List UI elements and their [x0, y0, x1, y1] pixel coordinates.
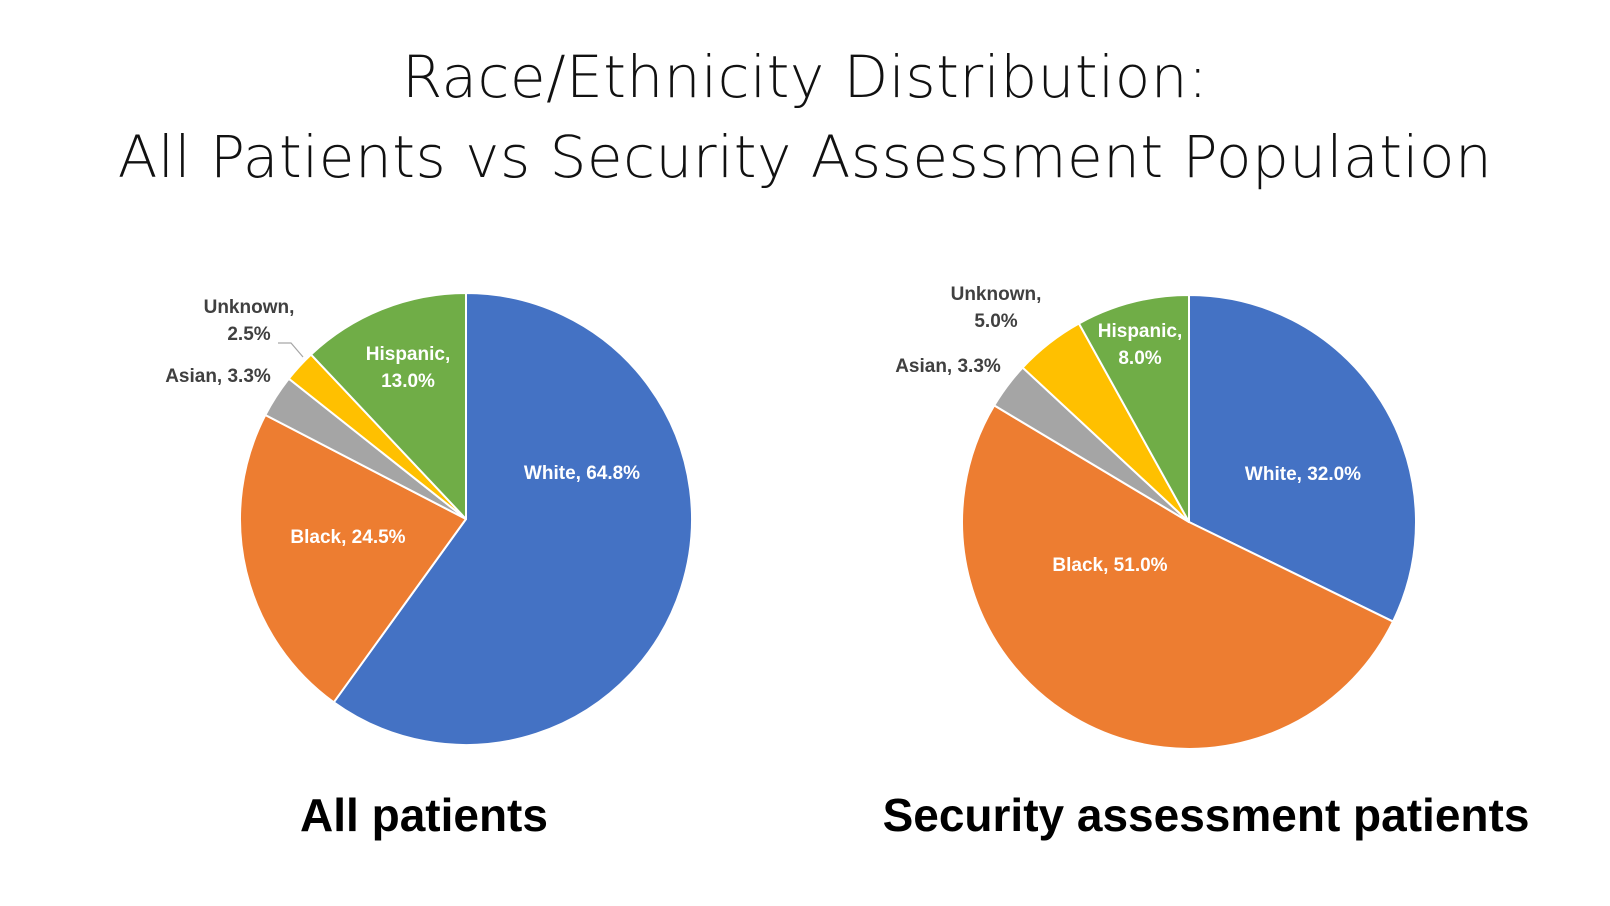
pie-chart-security-assessment-patients: White, 32.0% Black, 51.0% Asian, 3.3% Unkno… [895, 284, 1417, 750]
chart-title-line-1: Race/Ethnicity Distribution: [401, 43, 1209, 111]
pie-slice-black [961, 404, 1395, 750]
data-label-line: Hispanic, [366, 344, 450, 365]
data-label-line: Black, 24.5% [290, 527, 405, 548]
leader-line-unknown [278, 342, 304, 358]
data-label-line: Unknown, [951, 284, 1042, 305]
data-label-hispanic: Hispanic, 8.0% [1098, 321, 1182, 369]
data-label-asian: Asian, 3.3% [165, 366, 271, 387]
data-label-black: Black, 51.0% [1052, 555, 1167, 576]
data-label-hispanic: Hispanic, 13.0% [366, 344, 450, 392]
data-label-line: Asian, 3.3% [895, 356, 1001, 377]
data-label-line: White, 32.0% [1245, 464, 1361, 485]
data-label-unknown: Unknown, 2.5% [204, 297, 295, 345]
data-label-white: White, 64.8% [524, 463, 640, 484]
pie-slice-white [1188, 294, 1417, 623]
pie-caption-security-assessment-patients: Security assessment patients [882, 789, 1530, 841]
data-label-line: 5.0% [974, 311, 1017, 332]
pie-caption-all-patients: All patients [300, 789, 548, 841]
data-label-white: White, 32.0% [1245, 464, 1361, 485]
pie-slice-white [332, 292, 693, 746]
chart-title-line-2: All Patients vs Security Assessment Popu… [117, 123, 1493, 191]
pie-slice-black [239, 414, 467, 704]
pie-slice-hispanic [1077, 294, 1190, 523]
data-label-unknown: Unknown, 5.0% [951, 284, 1042, 332]
data-label-line: Hispanic, [1098, 321, 1182, 342]
data-label-line: Asian, 3.3% [165, 366, 271, 387]
pie-slice-hispanic [310, 292, 467, 520]
data-label-line: Black, 51.0% [1052, 555, 1167, 576]
data-label-line: 2.5% [227, 324, 270, 345]
data-label-black: Black, 24.5% [290, 527, 405, 548]
data-label-asian: Asian, 3.3% [895, 356, 1001, 377]
data-label-line: Unknown, [204, 297, 295, 318]
data-label-line: White, 64.8% [524, 463, 640, 484]
pie-chart-all-patients: White, 64.8% Black, 24.5% Asian, 3.3% Unkno… [165, 292, 693, 746]
data-label-line: 8.0% [1118, 348, 1161, 369]
data-label-line: 13.0% [381, 371, 435, 392]
